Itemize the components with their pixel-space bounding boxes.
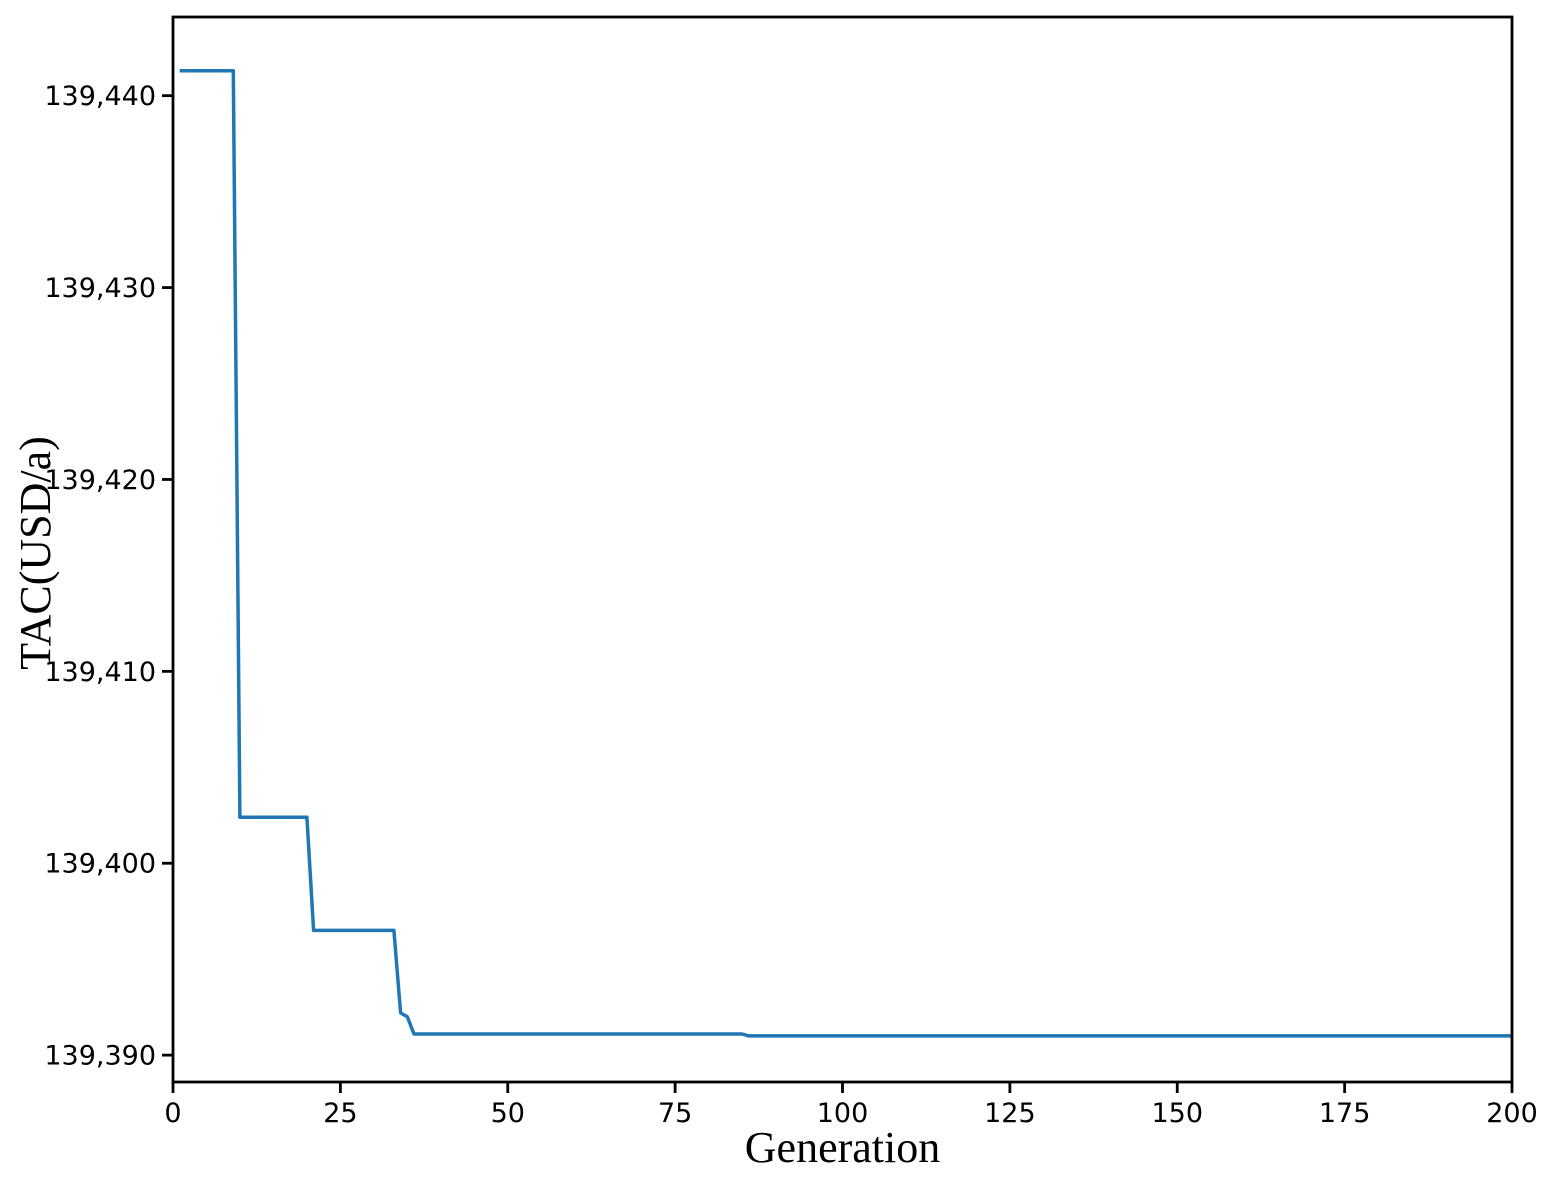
- x-tick-label: 50: [491, 1098, 525, 1129]
- y-tick-label: 139,390: [44, 1041, 156, 1072]
- y-tick-label: 139,440: [44, 81, 156, 112]
- y-tick-label: 139,410: [44, 657, 156, 688]
- y-axis-title: TAC(USD/a): [11, 436, 60, 670]
- y-tick-label: 139,430: [44, 273, 156, 304]
- y-tick-label: 139,400: [44, 849, 156, 880]
- x-tick-label: 0: [164, 1098, 181, 1129]
- x-tick-label: 125: [984, 1098, 1036, 1129]
- x-tick-label: 100: [817, 1098, 869, 1129]
- y-tick-label: 139,420: [44, 465, 156, 496]
- plot-frame: [171, 15, 1514, 1084]
- x-tick-label: 200: [1486, 1098, 1538, 1129]
- x-tick-label: 175: [1319, 1098, 1371, 1129]
- x-tick-label: 25: [323, 1098, 357, 1129]
- series-line: [179, 68, 1512, 1038]
- x-tick-label: 150: [1151, 1098, 1203, 1129]
- x-tick-label: 75: [658, 1098, 692, 1129]
- x-axis-title: Generation: [744, 1123, 941, 1172]
